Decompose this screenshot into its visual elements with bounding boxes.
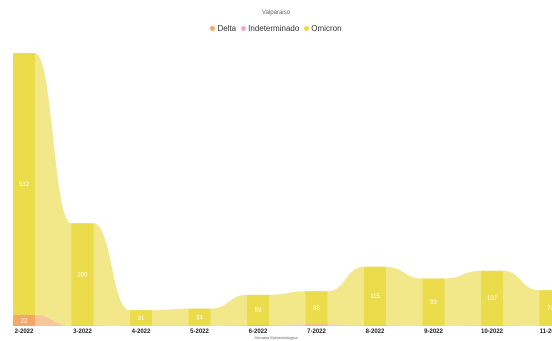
bar-omicron <box>364 266 386 326</box>
ribbon-omicron <box>13 53 552 326</box>
bar-omicron <box>481 270 503 326</box>
data-label: 65 <box>313 306 320 312</box>
data-label: 512 <box>19 182 30 188</box>
legend-label: Omicron <box>311 24 342 33</box>
bar-omicron <box>13 53 35 315</box>
x-tick-label: 8-2022 <box>366 329 385 335</box>
x-tick-label: 4-2022 <box>132 329 151 335</box>
data-label: 107 <box>487 296 498 302</box>
chart-title: Valparaiso <box>262 10 290 16</box>
bar-omicron <box>247 294 269 325</box>
x-tick-label: 10-2022 <box>481 329 504 335</box>
bar-omicron <box>539 290 552 326</box>
x-tick-label: 6-2022 <box>249 329 268 335</box>
legend-item-omicron[interactable]: Omicron <box>304 24 342 33</box>
x-tick-label: 5-2022 <box>190 329 209 335</box>
legend-item-indeterminado[interactable]: Indeterminado <box>241 24 299 33</box>
x-tick-label: 2-2022 <box>15 329 34 335</box>
bar-indeterminado <box>364 325 386 326</box>
legend: Delta Indeterminado Omicron <box>0 24 552 33</box>
bar-indeterminado <box>305 324 328 326</box>
bar-omicron <box>422 278 445 326</box>
legend-label: Indeterminado <box>248 24 300 33</box>
data-label: 70 <box>547 306 552 312</box>
legend-label: Delta <box>217 24 237 33</box>
bar-omicron <box>130 310 152 326</box>
bar-delta <box>13 314 35 326</box>
bar-indeterminado <box>71 325 94 326</box>
data-label: 115 <box>370 294 380 300</box>
legend-marker <box>304 26 310 31</box>
bar-omicron <box>188 308 211 326</box>
data-label: 34 <box>196 315 203 321</box>
legend-marker <box>210 26 216 31</box>
data-label: 22 <box>21 318 28 324</box>
data-label: 93 <box>430 300 437 306</box>
data-label: 31 <box>138 316 145 322</box>
bar-omicron <box>305 291 328 325</box>
legend-item-delta[interactable]: Delta <box>210 24 236 33</box>
x-axis-label: Semana Epidemiológica <box>254 335 298 340</box>
data-label: 200 <box>77 272 88 278</box>
x-tick-label: 11-2022 <box>540 329 552 335</box>
x-tick-label: 3-2022 <box>73 329 92 335</box>
bar-indeterminado <box>481 325 503 326</box>
legend-marker <box>241 26 247 31</box>
bar-indeterminado <box>247 324 269 326</box>
x-tick-label: 7-2022 <box>307 329 326 335</box>
x-tick-label: 9-2022 <box>424 329 443 335</box>
data-label: 59 <box>255 308 262 314</box>
bar-omicron <box>71 223 94 326</box>
